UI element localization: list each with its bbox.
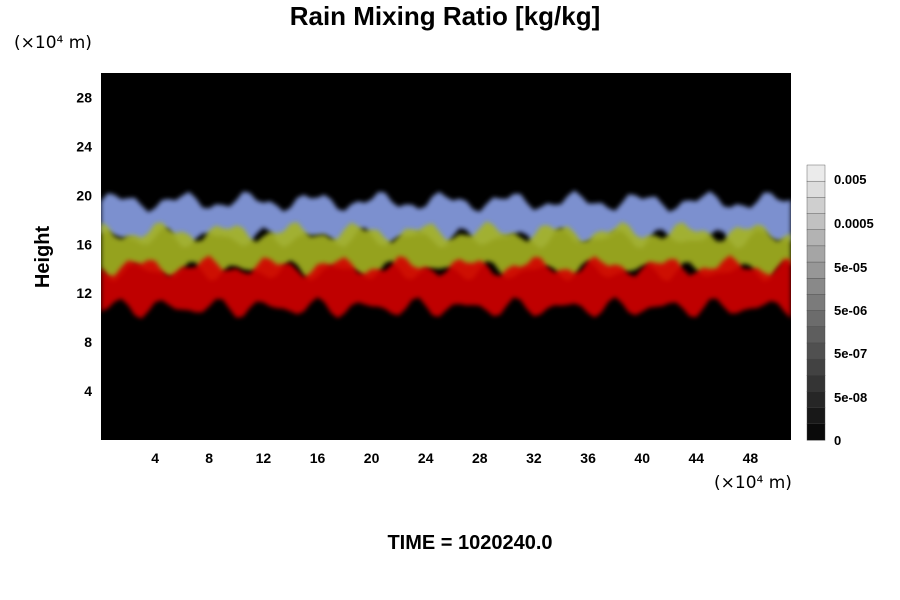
x-tick-label: 40 (634, 450, 650, 466)
colorbar-label: 5e-06 (834, 303, 867, 318)
colorbar-step (806, 294, 826, 312)
y-tick-label: 24 (76, 138, 92, 154)
x-tick-label: 20 (364, 450, 380, 466)
colorbar-step (806, 229, 826, 247)
colorbar-label: 0.0005 (834, 216, 874, 231)
x-tick-label: 32 (526, 450, 542, 466)
x-tick-label: 24 (418, 450, 434, 466)
x-tick-label: 16 (310, 450, 326, 466)
y-tick-label: 20 (76, 187, 92, 203)
colorbar-step (806, 197, 826, 215)
x-tick-label: 48 (743, 450, 759, 466)
y-tick-label: 12 (76, 285, 92, 301)
colorbar-step (806, 245, 826, 263)
y-tick-label: 4 (84, 383, 92, 399)
colorbar-step (806, 423, 826, 441)
band-lower-layer (101, 255, 791, 319)
x-axis-ticks: 4 8 12 16 20 24 28 32 36 40 44 48 (151, 450, 758, 466)
colorbar-step (806, 278, 826, 295)
colorbar-label: 0 (834, 433, 841, 448)
colorbar-label: 0.005 (834, 172, 867, 187)
colorbar-step (806, 391, 826, 409)
colorbar-step (806, 407, 826, 425)
colorbar-step (806, 164, 826, 182)
precip-bands (101, 190, 791, 319)
colorbar-step (806, 180, 826, 198)
x-tick-label: 44 (689, 450, 705, 466)
x-tick-label: 8 (205, 450, 213, 466)
x-tick-label: 28 (472, 450, 488, 466)
y-tick-label: 16 (76, 236, 92, 252)
colorbar-step (806, 375, 826, 392)
colorbar-step (806, 358, 826, 376)
colorbar-step (806, 261, 826, 279)
time-label: TIME = 1020240.0 (387, 532, 552, 554)
y-tick-label: 8 (84, 334, 92, 350)
x-tick-label: 12 (256, 450, 272, 466)
y-tick-label: 28 (76, 90, 92, 106)
colorbar-step (806, 213, 826, 231)
colorbar-step (806, 342, 826, 360)
colorbar-step (806, 310, 826, 328)
y-axis-unit: (×10⁴ m) (14, 33, 92, 53)
x-tick-label: 36 (580, 450, 596, 466)
x-axis-unit: (×10⁴ m) (714, 473, 792, 493)
colorbar: 0.005 0.0005 5e-05 5e-06 5e-07 5e-08 0 (806, 164, 874, 448)
colorbar-label: 5e-07 (834, 346, 867, 361)
y-axis-ticks: 4 8 12 16 20 24 28 (76, 90, 92, 400)
y-axis-label: Height (32, 226, 54, 289)
chart-title: Rain Mixing Ratio [kg/kg] (290, 1, 601, 31)
colorbar-label: 5e-08 (834, 390, 867, 405)
colorbar-label: 5e-05 (834, 260, 867, 275)
x-tick-label: 4 (151, 450, 159, 466)
colorbar-step (806, 326, 826, 344)
